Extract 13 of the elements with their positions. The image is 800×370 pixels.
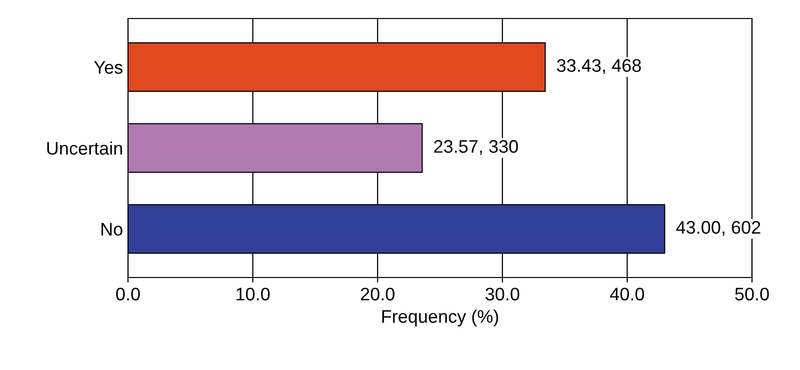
y-tick-label: Uncertain xyxy=(47,141,122,155)
x-tick-label: 0.0 xyxy=(116,288,140,300)
x-tick-label: 10.0 xyxy=(236,288,270,300)
x-tick-label: 50.0 xyxy=(735,288,769,300)
x-tick-label: 40.0 xyxy=(610,288,644,300)
x-tick-label: 30.0 xyxy=(486,288,520,300)
x-tick-label: 20.0 xyxy=(360,288,394,300)
data-label: 43.00, 602 xyxy=(676,221,760,236)
y-tick-label: Yes xyxy=(94,61,122,74)
data-label: 23.57, 330 xyxy=(434,140,518,155)
data-label: 33.43, 468 xyxy=(557,59,641,74)
x-axis-title: Frequency (%) xyxy=(382,310,498,326)
y-tick-label: No xyxy=(102,223,122,236)
